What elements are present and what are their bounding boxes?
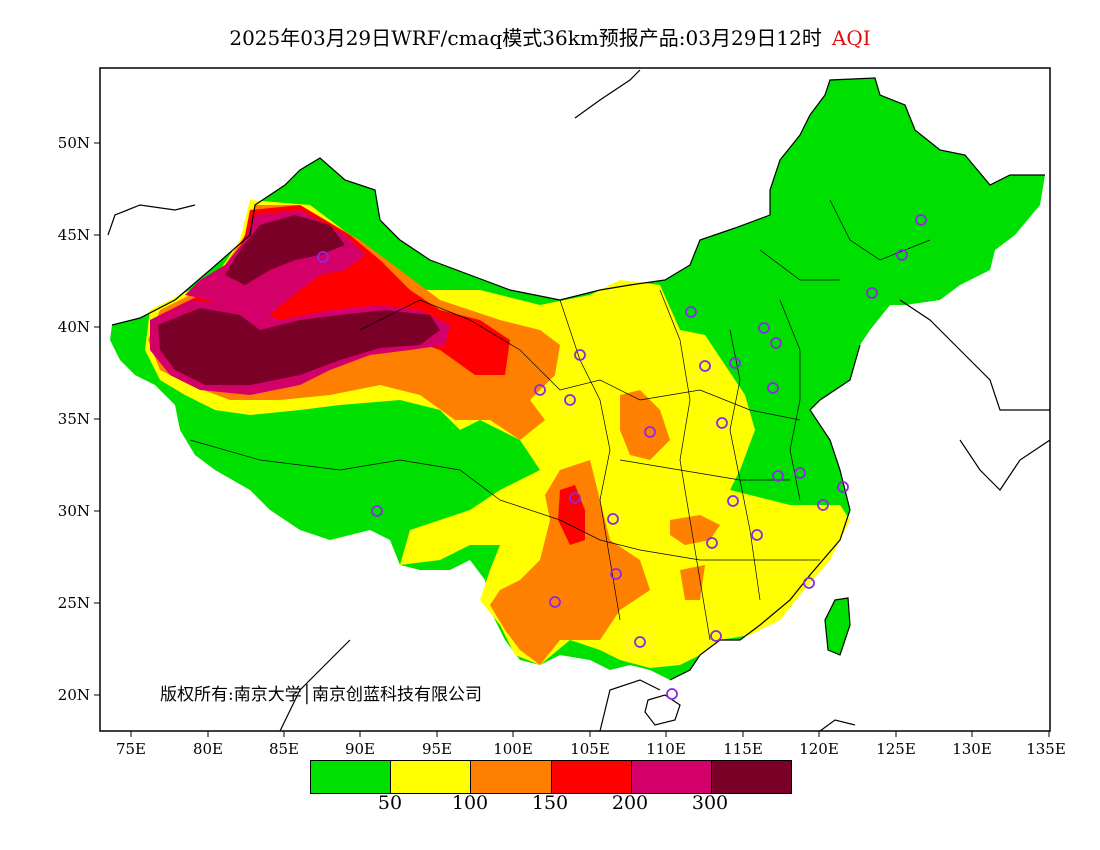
station-marker xyxy=(729,357,741,369)
lon-ticks xyxy=(130,731,1050,737)
map-title: 2025年03月29日WRF/cmaq模式36km预报产品:03月29日12时 A… xyxy=(0,22,1100,51)
station-marker xyxy=(896,249,908,261)
legend-swatch-100-150 xyxy=(471,761,552,793)
station-marker xyxy=(767,382,779,394)
lat-label: 40N xyxy=(58,318,90,336)
station-marker xyxy=(817,499,829,511)
region-sensitive-hunan xyxy=(670,515,720,545)
lat-label: 30N xyxy=(58,502,90,520)
station-marker xyxy=(569,492,581,504)
station-marker xyxy=(751,529,763,541)
station-marker xyxy=(549,596,561,608)
lon-labels: 75E 80E 85E 90E 95E 100E 105E 110E 115E … xyxy=(116,740,1066,758)
lon-label: 100E xyxy=(493,740,533,758)
station-marker xyxy=(837,481,849,493)
lon-label: 105E xyxy=(570,740,610,758)
legend-swatch-200-300 xyxy=(631,761,712,793)
station-marker xyxy=(772,470,784,482)
lat-label: 50N xyxy=(58,134,90,152)
station-marker xyxy=(371,505,383,517)
station-marker xyxy=(685,306,697,318)
taiwan-region xyxy=(825,598,850,655)
station-marker xyxy=(727,495,739,507)
station-marker xyxy=(607,513,619,525)
map-title-main: 2025年03月29日WRF/cmaq模式36km预报产品:03月29日12时 xyxy=(229,26,822,50)
lon-label: 130E xyxy=(952,740,992,758)
station-marker xyxy=(644,426,656,438)
station-marker xyxy=(634,636,646,648)
lon-label: 80E xyxy=(193,740,223,758)
lat-label: 20N xyxy=(58,686,90,704)
lon-label: 90E xyxy=(345,740,375,758)
lon-label: 85E xyxy=(269,740,299,758)
region-sensitive-central xyxy=(620,390,670,460)
legend-swatch-50-100 xyxy=(391,761,472,793)
station-marker xyxy=(706,537,718,549)
region-sensitive-sw xyxy=(490,460,650,665)
station-marker xyxy=(803,577,815,589)
legend-label: 200 xyxy=(611,792,649,814)
legend-swatch-300-plus xyxy=(711,761,792,793)
legend-label: 100 xyxy=(451,792,489,814)
station-markers xyxy=(317,214,927,700)
map-title-variable: AQI xyxy=(831,26,871,50)
legend-label: 300 xyxy=(691,792,729,814)
lat-label: 25N xyxy=(58,594,90,612)
aqi-legend-bar xyxy=(310,760,792,794)
lon-label: 135E xyxy=(1026,740,1066,758)
lon-label: 95E xyxy=(422,740,452,758)
station-marker xyxy=(564,394,576,406)
lon-label: 75E xyxy=(116,740,146,758)
station-marker xyxy=(574,349,586,361)
map-frame xyxy=(99,67,1051,732)
station-marker xyxy=(770,337,782,349)
lat-label: 35N xyxy=(58,410,90,428)
lon-label: 120E xyxy=(799,740,839,758)
region-hazardous-north xyxy=(225,215,345,285)
station-marker xyxy=(317,251,329,263)
station-marker xyxy=(610,568,622,580)
province-borders xyxy=(189,199,931,641)
legend-swatch-0-50 xyxy=(311,761,392,793)
lat-label: 45N xyxy=(58,226,90,244)
region-unhealthy-sichuan xyxy=(558,485,585,545)
lat-labels: 50N 45N 40N 35N 30N 25N 20N xyxy=(58,134,90,704)
lon-label: 115E xyxy=(723,740,763,758)
legend-label: 50 xyxy=(377,792,403,814)
coastlines xyxy=(107,69,1050,731)
lat-ticks xyxy=(94,142,100,696)
copyright-credit: 版权所有:南京大学│南京创蓝科技有限公司 xyxy=(160,685,482,705)
region-hazardous xyxy=(158,308,440,385)
legend-labels: 50 100 150 200 300 xyxy=(310,792,790,822)
station-marker xyxy=(666,688,678,700)
station-marker xyxy=(699,360,711,372)
station-marker xyxy=(758,322,770,334)
station-marker xyxy=(794,467,806,479)
legend-label: 150 xyxy=(531,792,569,814)
station-marker xyxy=(710,630,722,642)
lon-label: 125E xyxy=(876,740,916,758)
station-marker xyxy=(534,384,546,396)
station-marker xyxy=(915,214,927,226)
station-marker xyxy=(866,287,878,299)
legend-swatch-150-200 xyxy=(551,761,632,793)
station-marker xyxy=(716,417,728,429)
lon-label: 110E xyxy=(646,740,686,758)
